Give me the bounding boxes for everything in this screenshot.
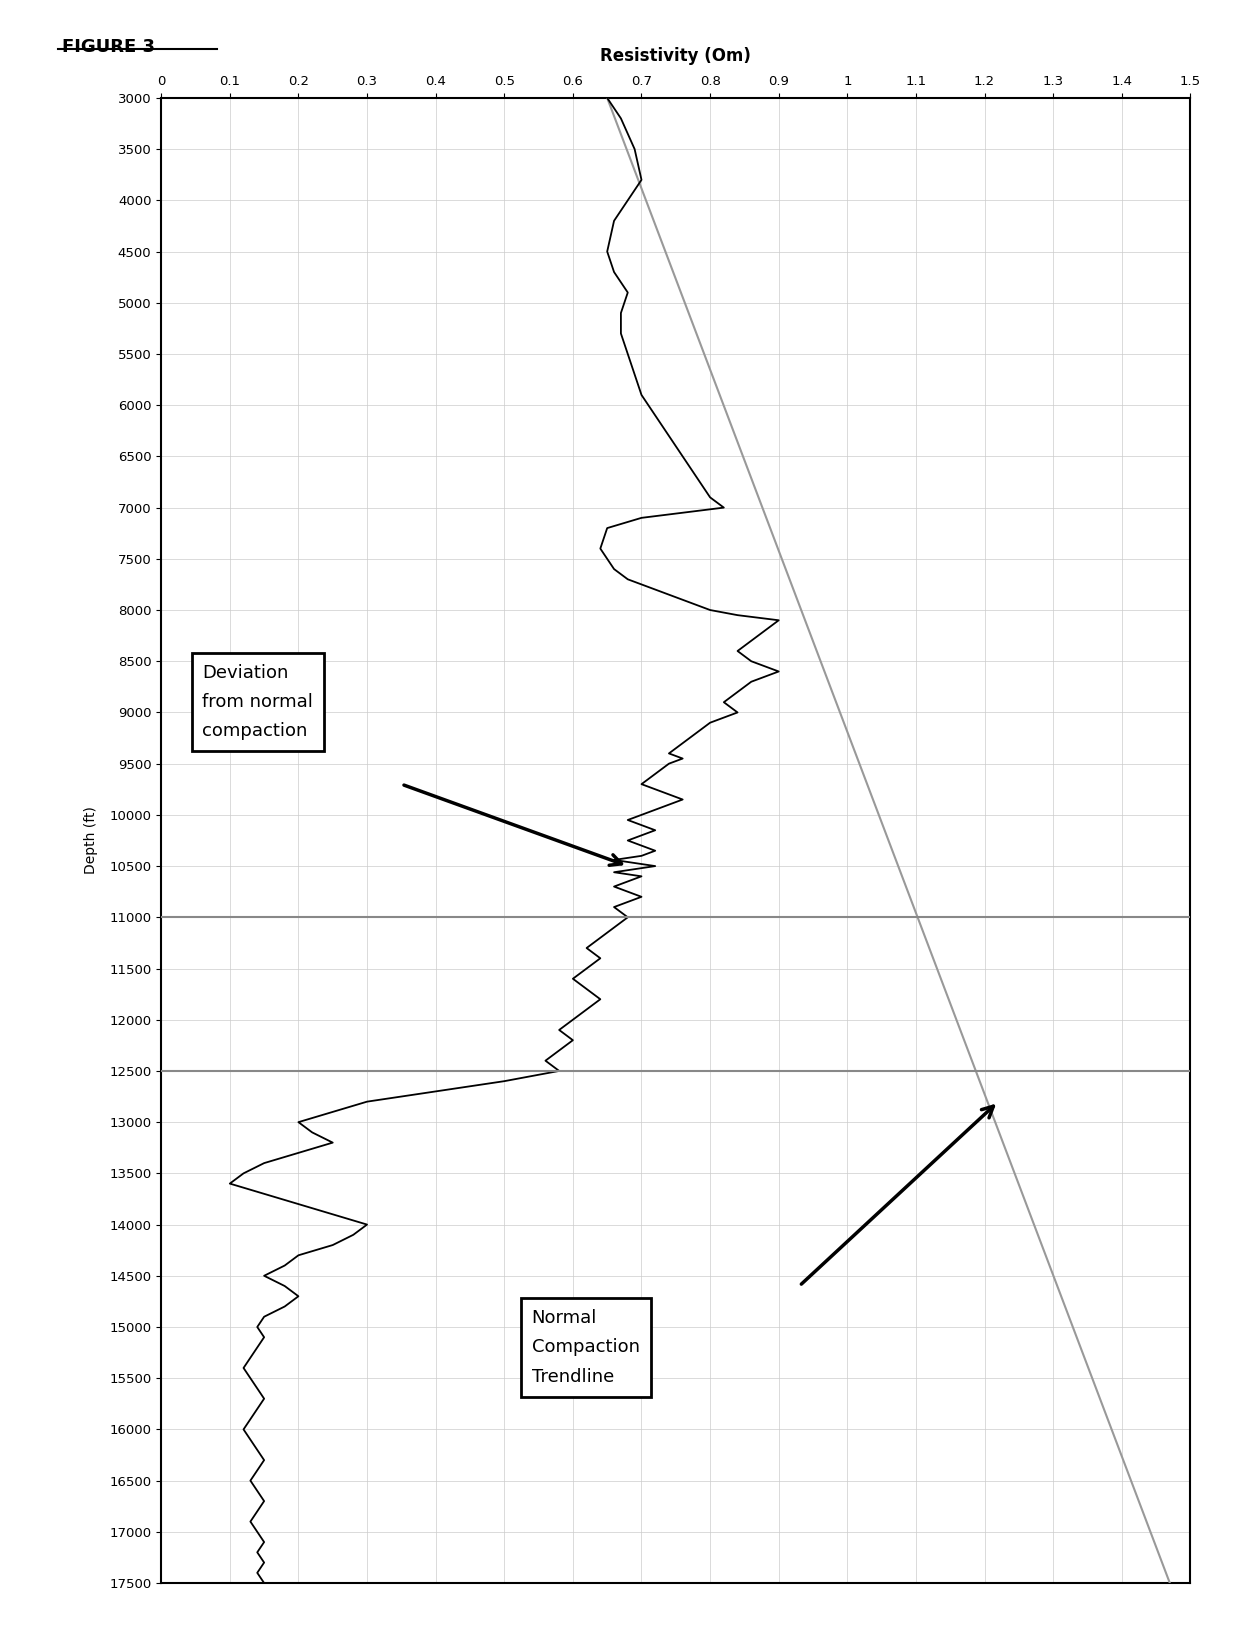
Text: Normal
Compaction
Trendline: Normal Compaction Trendline bbox=[532, 1309, 640, 1386]
Text: Deviation
from normal
compaction: Deviation from normal compaction bbox=[202, 664, 314, 741]
Text: FIGURE 3: FIGURE 3 bbox=[62, 38, 155, 55]
Title: Resistivity (Om): Resistivity (Om) bbox=[600, 47, 751, 65]
Y-axis label: Depth (ft): Depth (ft) bbox=[84, 806, 98, 875]
